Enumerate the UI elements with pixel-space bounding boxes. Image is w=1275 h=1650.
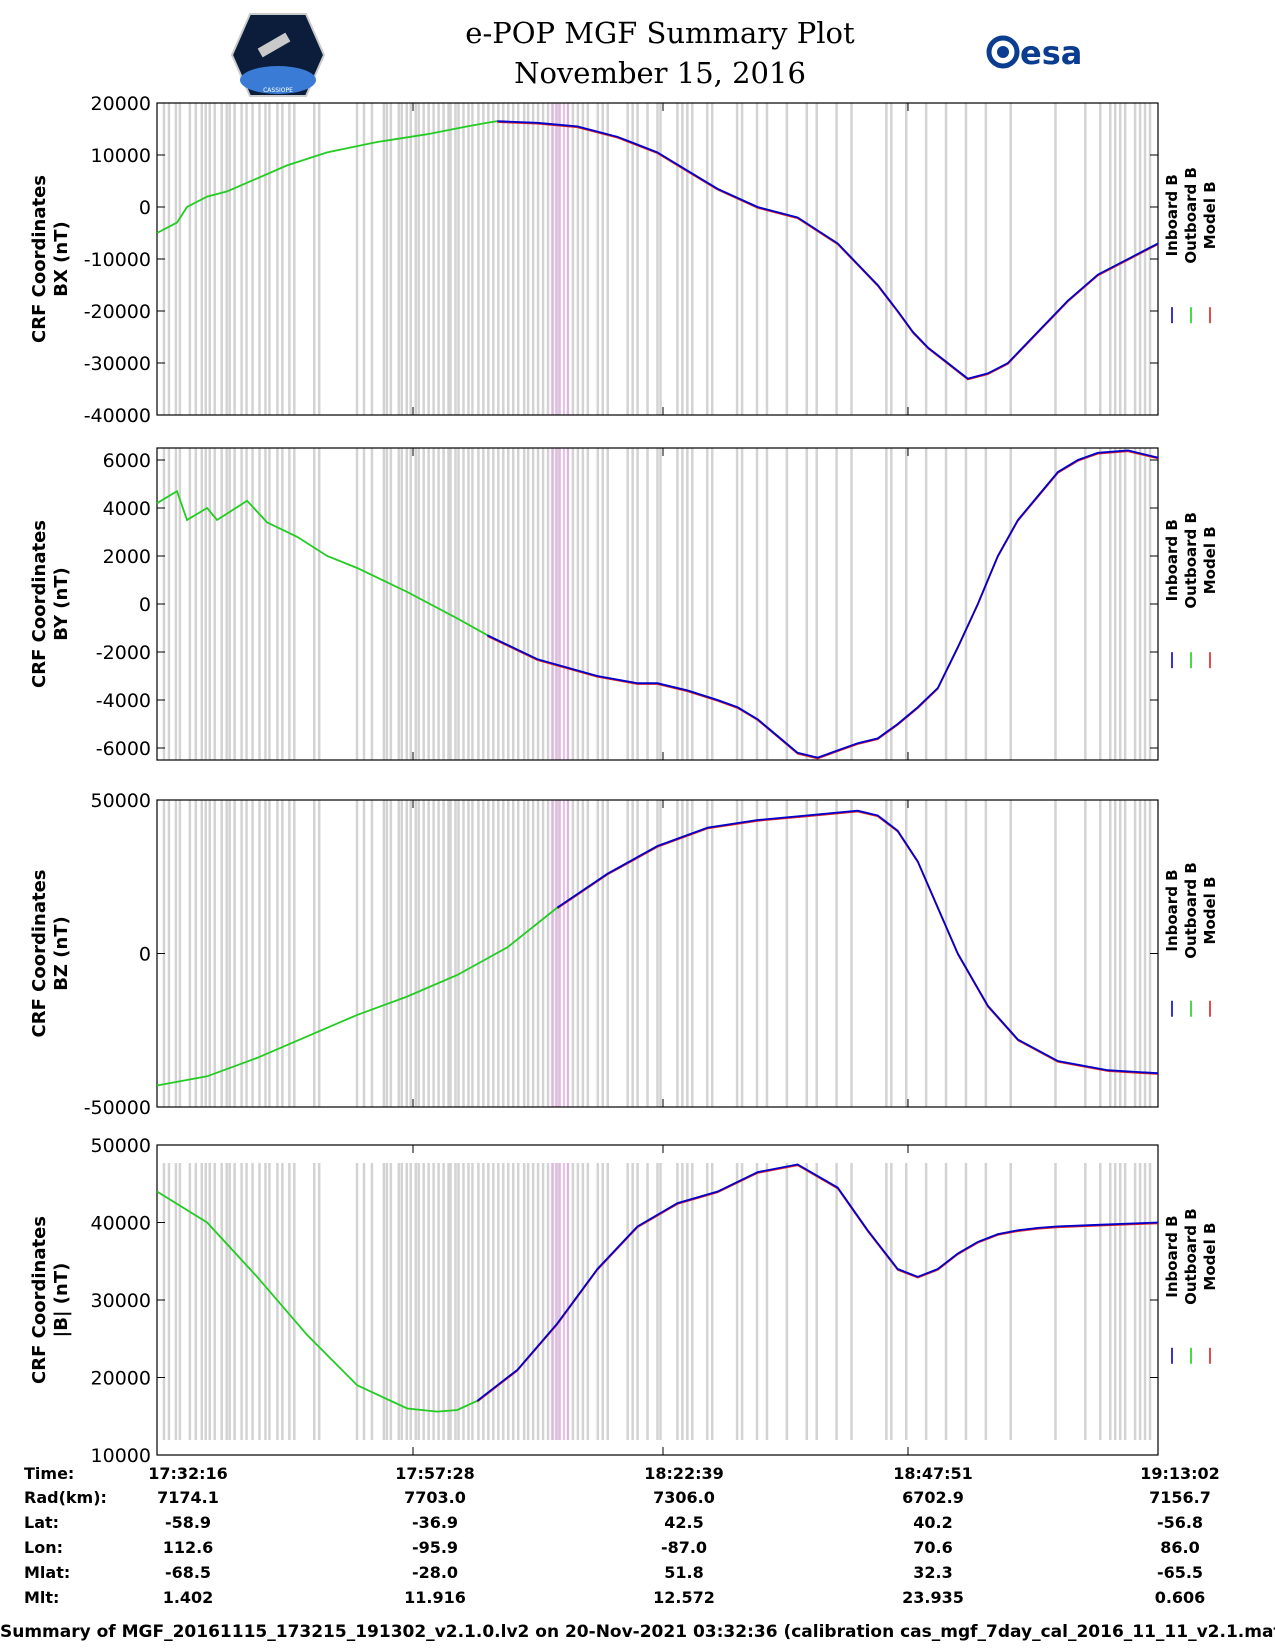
y-tick-label: -40000 <box>84 405 151 427</box>
y-tick-label: 10000 <box>91 1445 151 1467</box>
y-tick-label: 4000 <box>103 498 151 520</box>
y-axis-label: BX (nT) <box>51 221 72 296</box>
panel-bx: 20000 10000 0 -10000 -20000 -30000 -40000 CRF C… <box>29 93 1219 427</box>
orbit-value: 11.916 <box>404 1588 466 1607</box>
y-tick-label: 30000 <box>91 1290 151 1312</box>
orbit-row-label: Lat: <box>24 1513 59 1532</box>
orbit-value: 40.2 <box>913 1513 952 1532</box>
y-tick-label: 6000 <box>103 450 151 472</box>
orbit-value: 7156.7 <box>1149 1488 1211 1507</box>
series-outboard <box>156 120 498 234</box>
y-tick-label: -20000 <box>84 301 151 323</box>
orbit-value: 6702.9 <box>902 1488 964 1507</box>
orbit-value: -65.5 <box>1157 1563 1203 1582</box>
orbit-value: -56.8 <box>1157 1513 1203 1532</box>
orbit-value: 51.8 <box>664 1563 703 1582</box>
orbit-row-label: Time: <box>24 1464 74 1483</box>
y-axis-label: CRF Coordinates <box>29 1216 50 1384</box>
y-tick-label: 2000 <box>103 546 151 568</box>
y-tick-label: 10000 <box>91 145 151 167</box>
y-axis-label: CRF Coordinates <box>29 175 50 343</box>
series-inboard <box>486 449 1159 759</box>
orbit-value: 17:32:16 <box>148 1464 228 1483</box>
y-axis-label: BY (nT) <box>51 567 72 641</box>
orbit-value: -36.9 <box>412 1513 458 1532</box>
orbit-value: 7174.1 <box>157 1488 219 1507</box>
plot-date: November 15, 2016 <box>514 56 806 90</box>
orbit-value: 23.935 <box>902 1588 964 1607</box>
y-tick-label: 50000 <box>91 1135 151 1157</box>
y-tick-label: -30000 <box>84 353 151 375</box>
legend-label: Inboard B <box>1163 869 1181 951</box>
series-outboard <box>156 1190 478 1413</box>
orbit-value: -68.5 <box>165 1563 211 1582</box>
orbit-value: 18:22:39 <box>644 1464 724 1483</box>
legend-label: Outboard B <box>1182 1208 1200 1305</box>
orbit-value: 1.402 <box>163 1588 214 1607</box>
panel-bz: 50000 0 -50000 CRF Coordinates BZ (nT) Inboar… <box>29 790 1219 1119</box>
y-tick-label: -2000 <box>96 642 151 664</box>
y-tick-label: 0 <box>139 197 151 219</box>
orbit-value: 42.5 <box>664 1513 703 1532</box>
esa-logo-text: esa <box>1020 34 1082 72</box>
y-axis-label: CRF Coordinates <box>29 870 50 1038</box>
series-inboard <box>556 809 1159 1075</box>
legend-label: Model B <box>1201 526 1219 594</box>
legend-label: Model B <box>1201 181 1219 249</box>
orbit-value: 17:57:28 <box>395 1464 475 1483</box>
orbit-value: 7703.0 <box>404 1488 466 1507</box>
legend-label: Outboard B <box>1182 167 1200 264</box>
footer-summary: Summary of MGF_20161115_173215_191302_v2… <box>0 1622 1275 1642</box>
series-outboard <box>156 906 558 1087</box>
orbit-value: -58.9 <box>165 1513 211 1532</box>
series-model <box>497 121 1159 381</box>
series-inboard <box>476 1163 1159 1402</box>
orbit-value: 19:13:02 <box>1140 1464 1220 1483</box>
esa-logo: esa <box>986 34 1082 72</box>
orbit-row-label: Lon: <box>24 1538 63 1557</box>
orbit-value: 86.0 <box>1160 1538 1199 1557</box>
legend-label: Inboard B <box>1163 174 1181 256</box>
y-tick-label: 0 <box>139 944 151 966</box>
series-outboard <box>156 489 488 636</box>
y-tick-label: 40000 <box>91 1213 151 1235</box>
y-tick-label: 50000 <box>91 790 151 812</box>
orbit-value: 70.6 <box>913 1538 952 1557</box>
y-tick-label: -6000 <box>96 738 151 760</box>
series-inboard <box>497 120 1159 380</box>
legend-label: Inboard B <box>1163 519 1181 601</box>
y-axis-label: BZ (nT) <box>51 916 72 991</box>
orbit-value: 112.6 <box>163 1538 214 1557</box>
y-tick-label: -50000 <box>84 1097 151 1119</box>
y-axis-label: CRF Coordinates <box>29 520 50 688</box>
orbit-value: 18:47:51 <box>893 1464 973 1483</box>
cassiope-logo: CASSIOPE <box>230 13 326 97</box>
legend-label: Inboard B <box>1163 1215 1181 1297</box>
panel-by: 6000 4000 2000 0 -2000 -4000 -6000 CRF Coordina… <box>29 447 1219 761</box>
orbit-row-label: Rad(km): <box>24 1488 107 1507</box>
orbit-value: 0.606 <box>1155 1588 1206 1607</box>
orbit-value: 7306.0 <box>653 1488 715 1507</box>
panel-btotal: 50000 40000 30000 20000 10000 CRF Coordinates… <box>29 1135 1219 1467</box>
orbit-row-label: Mlt: <box>24 1588 59 1607</box>
orbit-value: -95.9 <box>412 1538 458 1557</box>
y-tick-label: -10000 <box>84 249 151 271</box>
y-tick-label: -4000 <box>96 690 151 712</box>
orbit-value: 32.3 <box>913 1563 952 1582</box>
legend-label: Model B <box>1201 1223 1219 1291</box>
legend-label: Outboard B <box>1182 512 1200 609</box>
orbit-value: -28.0 <box>412 1563 458 1582</box>
y-tick-label: 20000 <box>91 1368 151 1390</box>
cassiope-logo-text: CASSIOPE <box>263 87 293 94</box>
y-tick-label: 20000 <box>91 93 151 115</box>
orbit-value: -87.0 <box>661 1538 707 1557</box>
orbit-value: 12.572 <box>653 1588 715 1607</box>
y-tick-label: 0 <box>139 594 151 616</box>
orbit-row-label: Mlat: <box>24 1563 70 1582</box>
plot-title: e-POP MGF Summary Plot <box>465 16 855 50</box>
legend-label: Outboard B <box>1182 862 1200 959</box>
legend-label: Model B <box>1201 877 1219 945</box>
y-axis-label: |B| (nT) <box>51 1263 72 1338</box>
